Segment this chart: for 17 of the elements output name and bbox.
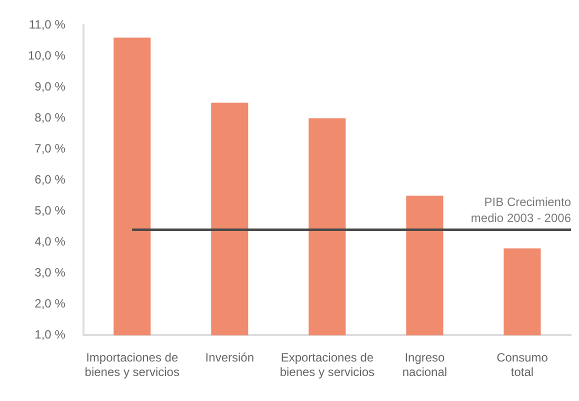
x-tick-label: Inversión [205, 350, 254, 365]
y-tick-label: 8,0 % [34, 110, 66, 125]
x-tick-label: Consumo total [496, 350, 548, 380]
y-tick-label: 1,0 % [34, 328, 66, 342]
y-tick-label: 4,0 % [34, 234, 66, 249]
y-tick-label: 7,0 % [34, 142, 66, 156]
y-tick-label: 9,0 % [34, 80, 66, 94]
y-tick-label: 5,0 % [34, 204, 66, 218]
y-tick-label: 3,0 % [34, 266, 66, 280]
y-tick-label: 2,0 % [34, 296, 66, 311]
y-tick-label: 6,0 % [34, 172, 66, 187]
y-tick-label: 11,0 % [28, 18, 66, 32]
ref-line-label: PIB Crecimiento medio 2003 - 2006 [470, 194, 572, 225]
x-tick-label: Exportaciones de bienes y servicios [280, 350, 375, 380]
x-tick-label: Importaciones de bienes y servicios [84, 350, 180, 380]
y-tick-label: 10,0 % [28, 48, 66, 63]
x-tick-label: Ingreso nacional [402, 350, 448, 380]
